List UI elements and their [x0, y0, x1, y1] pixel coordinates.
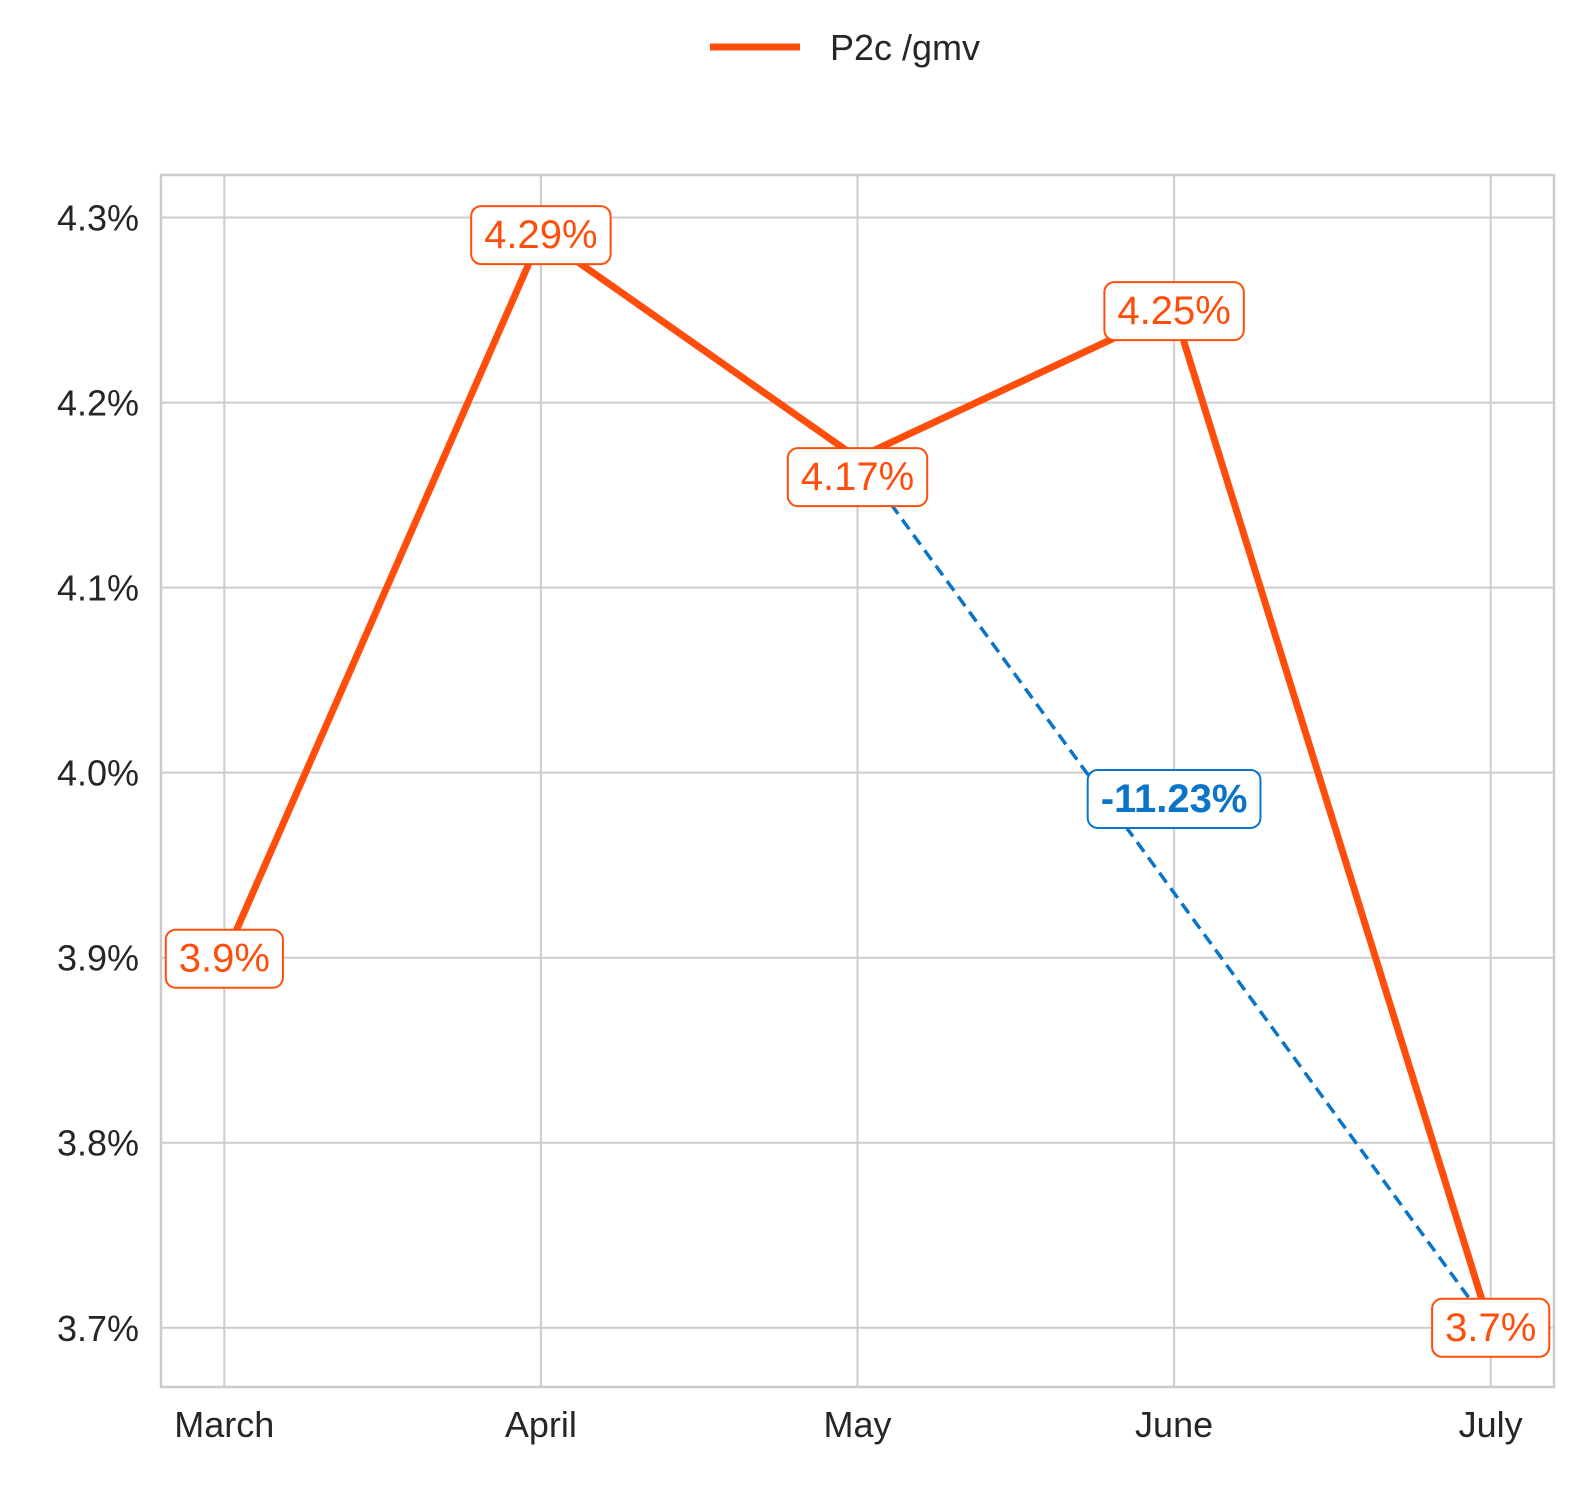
legend-label: P2c /gmv: [830, 27, 980, 68]
y-tick-label: 4.1%: [57, 568, 139, 609]
data-label-box: [1431, 1297, 1551, 1358]
x-tick-label: May: [823, 1404, 891, 1445]
data-label-box: [470, 205, 612, 266]
change-label: -11.23%: [1101, 777, 1248, 821]
x-tick-label: July: [1459, 1404, 1523, 1445]
legend: P2c /gmv: [710, 27, 980, 68]
y-tick-label: 4.3%: [57, 198, 139, 239]
x-tick-label: June: [1135, 1404, 1213, 1445]
x-tick-label: March: [174, 1404, 274, 1445]
data-label: 3.9%: [179, 937, 270, 981]
data-label: 4.25%: [1117, 289, 1230, 333]
data-label-group: 4.29%: [470, 205, 612, 266]
y-tick-label: 3.7%: [57, 1308, 139, 1349]
data-label-box: [786, 447, 929, 508]
data-label-group: 4.17%: [786, 447, 929, 508]
data-label: 4.17%: [801, 455, 914, 499]
data-label-box: [164, 928, 284, 989]
y-tick-label: 3.9%: [57, 938, 139, 979]
y-tick-label: 4.2%: [57, 383, 139, 424]
y-tick-label: 4.0%: [57, 753, 139, 794]
y-tick-label: 3.8%: [57, 1123, 139, 1164]
data-label-group: 4.25%: [1103, 281, 1245, 342]
change-label-group: -11.23%: [1086, 768, 1262, 829]
plot-frame: [159, 173, 1556, 1389]
x-tick-label: April: [505, 1404, 577, 1445]
change-dashed-line: [856, 457, 1493, 1329]
data-label-box: [1103, 281, 1245, 342]
data-label-group: 3.7%: [1431, 1297, 1551, 1358]
data-label: 3.7%: [1445, 1306, 1536, 1350]
data-label-group: 3.9%: [164, 928, 284, 989]
data-label: 4.29%: [484, 213, 597, 257]
plot-area: 3.7% 3.8% 3.9% 4.0% 4.1% 4.2% 4.3% March April Ma…: [57, 173, 1556, 1445]
change-label-box: [1086, 768, 1262, 829]
